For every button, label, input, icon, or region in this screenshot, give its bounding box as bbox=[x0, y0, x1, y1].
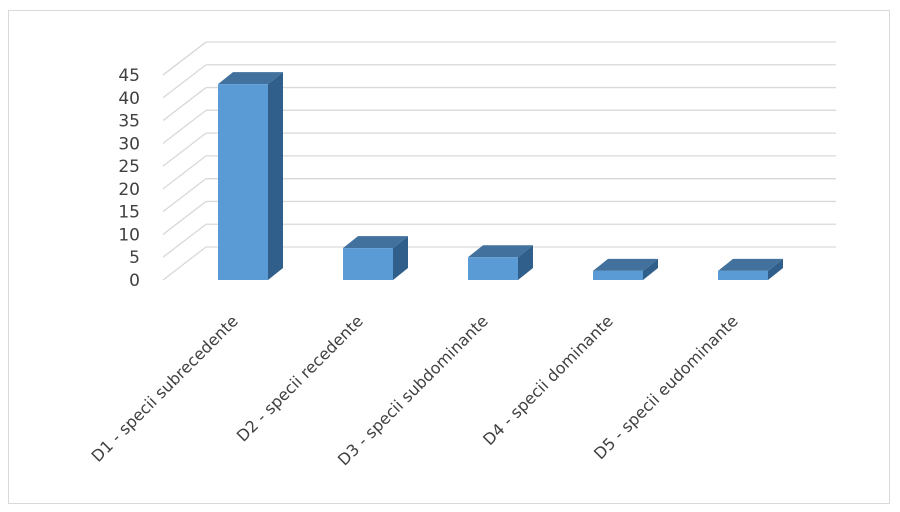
gridline-diagonal bbox=[162, 200, 207, 235]
bar bbox=[468, 245, 533, 280]
y-tick-label: 15 bbox=[118, 203, 140, 223]
gridline-diagonal bbox=[162, 132, 207, 167]
x-category-label: D3 - specii subdominante bbox=[334, 311, 492, 469]
y-tick-label: 30 bbox=[118, 134, 140, 154]
y-tick-label: 35 bbox=[118, 112, 140, 132]
chart-frame bbox=[8, 10, 890, 504]
bar-side bbox=[518, 245, 533, 280]
bar-side bbox=[768, 258, 783, 280]
gridline-diagonal bbox=[162, 178, 207, 213]
gridline-diagonal bbox=[162, 246, 207, 281]
bar-front bbox=[593, 270, 643, 280]
y-tick-label: 25 bbox=[118, 157, 140, 177]
bar-top bbox=[468, 245, 533, 258]
bar-side bbox=[643, 258, 658, 280]
gridline-diagonal bbox=[162, 223, 207, 258]
bar-side bbox=[268, 72, 283, 280]
bar-front bbox=[343, 248, 393, 280]
gridline-diagonal bbox=[162, 109, 207, 144]
y-tick-label: 40 bbox=[118, 89, 140, 109]
gridline-diagonal bbox=[162, 64, 207, 99]
bar-top bbox=[343, 236, 408, 249]
gridline-diagonal bbox=[162, 87, 207, 122]
bar bbox=[718, 258, 783, 280]
bar bbox=[218, 72, 283, 280]
gridline-diagonal bbox=[162, 41, 207, 76]
bars bbox=[218, 72, 783, 280]
bar-side bbox=[393, 236, 408, 280]
x-category-label: D4 - specii dominante bbox=[479, 311, 617, 449]
y-tick-label: 5 bbox=[129, 248, 140, 268]
gridlines bbox=[162, 41, 836, 281]
bar-top bbox=[218, 72, 283, 85]
y-tick-label: 45 bbox=[118, 66, 140, 86]
x-category-label: D2 - specii recedente bbox=[233, 311, 367, 445]
bar bbox=[593, 258, 658, 280]
x-category-label: D1 - specii subrecedente bbox=[88, 311, 242, 465]
bar-front bbox=[718, 270, 768, 280]
bar-top bbox=[593, 258, 658, 271]
bar-front bbox=[468, 257, 518, 280]
bar-front bbox=[218, 84, 268, 280]
gridline-diagonal bbox=[162, 155, 207, 190]
bar-top bbox=[718, 258, 783, 271]
y-tick-label: 10 bbox=[118, 225, 140, 245]
y-tick-label: 0 bbox=[129, 271, 140, 291]
x-category-label: D5 - specii eudominante bbox=[590, 311, 742, 463]
bar bbox=[343, 236, 408, 280]
y-tick-label: 20 bbox=[118, 180, 140, 200]
